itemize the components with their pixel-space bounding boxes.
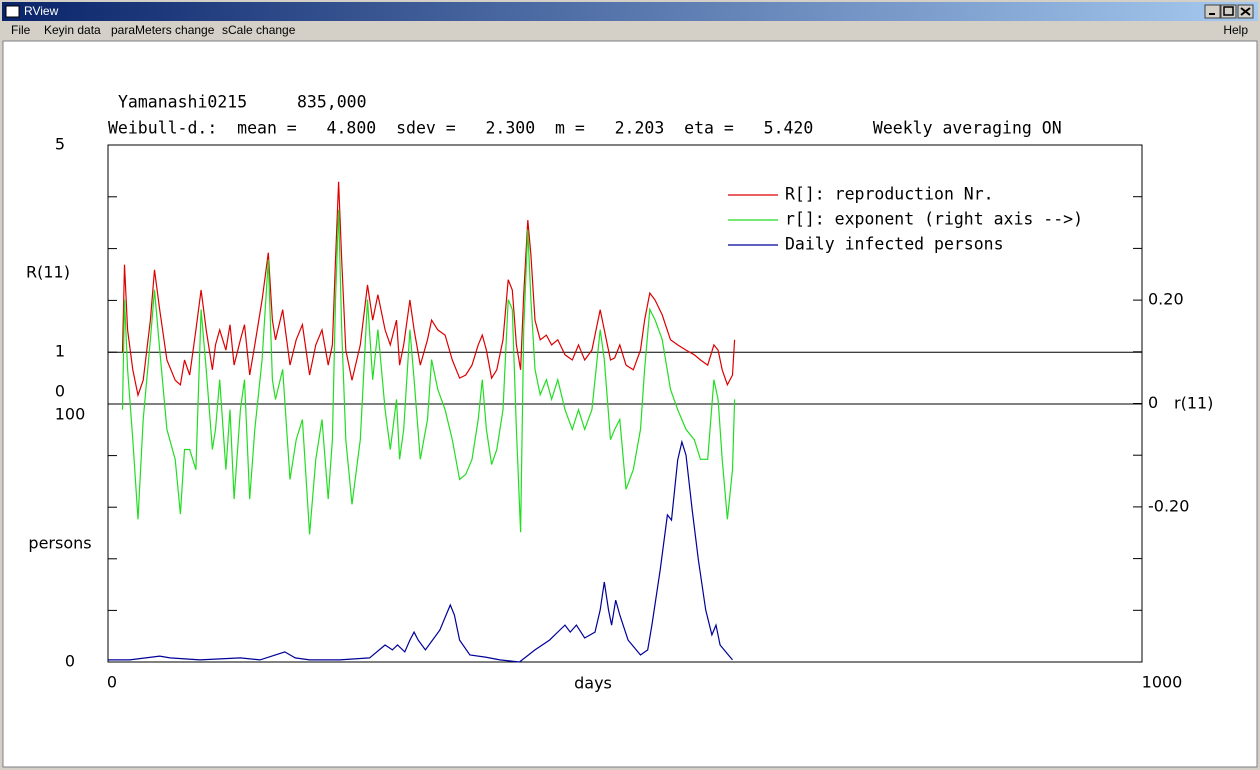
- x-tick-label: 0: [107, 673, 117, 692]
- y3-tick-label: 0: [65, 652, 75, 671]
- menu-item[interactable]: Keyin data: [44, 23, 101, 37]
- x-tick-label: 1000: [1142, 673, 1183, 692]
- series-line: [121, 209, 736, 535]
- menu-item[interactable]: File: [11, 23, 31, 37]
- population: 835,000: [297, 93, 367, 112]
- minimize-button[interactable]: [1204, 4, 1221, 19]
- y2-axis-label: r(11): [1174, 394, 1213, 413]
- x-axis-label: days: [574, 674, 612, 693]
- y2-tick-label: -0.20: [1148, 496, 1189, 515]
- legend-label: Daily infected persons: [785, 235, 1004, 254]
- y-axis-label: R(11): [26, 263, 70, 282]
- menu-item[interactable]: Help: [1223, 23, 1248, 37]
- y-tick-label: 0: [55, 382, 65, 401]
- y3-tick-label: 100: [55, 405, 86, 424]
- legend-label: R[]: reproduction Nr.: [785, 185, 994, 204]
- menu-item[interactable]: paraMeters change: [111, 23, 215, 37]
- chart-subtitle: Weibull-d.: mean = 4.800 sdev = 2.300 m …: [108, 119, 1062, 138]
- maximize-glyph: [1223, 6, 1234, 16]
- series-line: [108, 439, 733, 663]
- app-icon: [5, 5, 20, 18]
- legend-label: r[]: exponent (right axis -->): [785, 210, 1083, 229]
- title-bar: [2, 2, 1258, 21]
- menu-item[interactable]: sCale change: [222, 23, 296, 37]
- window-title: RView: [24, 4, 59, 18]
- series-line: [121, 181, 736, 398]
- y-tick-label: 5: [55, 135, 65, 154]
- y-tick-label: 1: [55, 342, 65, 361]
- y3-axis-label: persons: [28, 534, 91, 553]
- y2-tick-label: 0.20: [1148, 290, 1184, 309]
- close-glyph: [1240, 7, 1251, 16]
- window-buttons: [1204, 4, 1254, 19]
- chart-title: Yamanashi0215: [118, 93, 247, 112]
- y2-tick-label: 0: [1148, 393, 1158, 412]
